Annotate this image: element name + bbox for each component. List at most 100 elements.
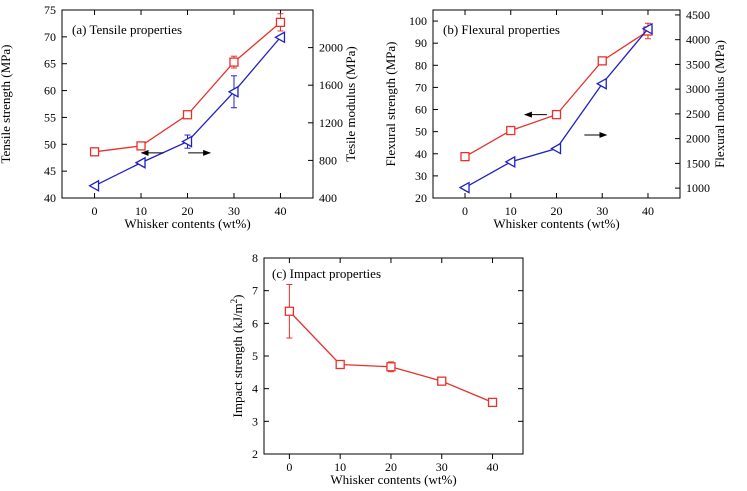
series-line	[288, 310, 493, 403]
y2-tick-label: 2000	[319, 41, 343, 55]
data-point-triangle	[88, 179, 100, 192]
y-tick-label: 45	[44, 164, 56, 178]
data-point-triangle	[458, 181, 470, 194]
plot-frame	[61, 9, 314, 199]
y-tick-label: 100	[409, 14, 427, 28]
x-axis-label: Whisker contents (wt%)	[493, 216, 619, 231]
y-tick-label: 70	[44, 30, 56, 44]
x-tick-label: 20	[385, 460, 397, 474]
y-tick-label: 60	[415, 103, 427, 117]
y-tick-label: 8	[252, 251, 258, 265]
y-tick-label: 40	[415, 147, 427, 161]
series-red	[284, 283, 498, 408]
y-tick-label: 60	[44, 84, 56, 98]
y2-tick-label: 1500	[686, 156, 710, 170]
y-axis-label-sup: 2	[229, 299, 239, 304]
data-point-triangle	[134, 156, 146, 169]
chart-panel-b: 0 10 20 30 40 20 30 40 50 60 70 80 90 100 1000 1500 2000…	[383, 8, 727, 231]
plot-frame	[263, 257, 524, 455]
data-point-triangle	[550, 142, 562, 155]
series-blue	[88, 31, 286, 192]
x-tick-label: 40	[487, 460, 499, 474]
data-point-square	[335, 359, 345, 370]
y-axis-label-end: )	[230, 295, 245, 299]
y-tick-label: 50	[415, 125, 427, 139]
y-axis-label-main: Impact strength (kJ/m	[230, 303, 245, 417]
x-tick-label: 30	[596, 204, 608, 218]
data-point-square	[551, 109, 562, 120]
y-tick-label: 2	[252, 447, 258, 461]
y-tick-label: 20	[415, 191, 427, 205]
y2-axis-label: Tesile modulus (MPa)	[343, 46, 358, 161]
x-tick-label: 40	[642, 204, 654, 218]
data-point-square	[597, 56, 607, 66]
y2-tick-label: 4500	[686, 8, 710, 22]
y-tick-label: 3	[252, 414, 258, 428]
data-point-square	[460, 151, 470, 162]
y2-tick-label: 400	[319, 191, 337, 205]
y2-axis-label: Flexural modulus (MPa)	[712, 40, 727, 168]
y-axis-label: Tensile strength (MPa)	[0, 45, 13, 164]
x-tick-label: 40	[274, 204, 286, 218]
series-red	[89, 13, 286, 157]
x-tick-label: 10	[135, 204, 147, 218]
data-point-triangle	[595, 77, 607, 90]
chart-panel-a: 0 10 20 30 40 40 45 50 55 60 65 70 75 400 800 1200 1600 2…	[0, 3, 358, 231]
x-tick-label: 0	[286, 460, 292, 474]
y-axis-label: Flexural strength (MPa)	[383, 42, 398, 167]
y-tick-label: 80	[415, 58, 427, 72]
series-line	[464, 30, 649, 158]
y2-tick-label: 2000	[686, 132, 710, 146]
y2-tick-label: 3000	[686, 82, 710, 96]
x-tick-label: 30	[436, 460, 448, 474]
y2-tick-label: 2500	[686, 107, 710, 121]
chart-title: (b) Flexural properties	[443, 22, 560, 37]
y2-tick-label: 3500	[686, 57, 710, 71]
series-line	[464, 28, 649, 189]
y-tick-label: 90	[415, 36, 427, 50]
x-tick-label: 30	[228, 204, 240, 218]
data-point-square	[487, 397, 498, 408]
y-tick-label: 70	[415, 80, 427, 94]
y-axis-label: Impact strength (kJ/m2)	[229, 295, 245, 418]
series-blue	[458, 22, 653, 194]
y2-tick-label: 4000	[686, 33, 710, 47]
data-point-square	[229, 57, 239, 67]
y2-tick-label: 1000	[686, 181, 710, 195]
y-tick-label: 7	[252, 284, 258, 298]
data-point-square	[386, 362, 396, 372]
y-tick-label: 55	[44, 110, 56, 124]
y2-tick-label: 1600	[319, 78, 343, 92]
data-point-square	[437, 376, 447, 386]
chart-title: (c) Impact properties	[272, 266, 381, 281]
data-point-square	[275, 17, 286, 28]
plot-frame	[432, 9, 681, 199]
chart-panel-c: 0 10 20 30 40 2 3 4 5 6 7 8 (c) Impact properties Whi…	[229, 251, 524, 487]
series-red	[460, 22, 653, 162]
x-tick-label: 10	[505, 204, 517, 218]
data-point-square	[284, 306, 295, 316]
series-line	[94, 21, 281, 153]
y-tick-label: 75	[44, 3, 56, 17]
y2-tick-label: 800	[319, 153, 337, 167]
chart-title: (a) Tensile properties	[72, 22, 182, 37]
x-tick-label: 0	[92, 204, 98, 218]
x-tick-label: 20	[551, 204, 563, 218]
x-axis-label: Whisker contents (wt%)	[124, 216, 250, 231]
x-tick-label: 0	[462, 204, 468, 218]
y-tick-label: 50	[44, 137, 56, 151]
y-tick-label: 5	[252, 349, 258, 363]
data-point-square	[136, 141, 146, 151]
x-axis-label: Whisker contents (wt%)	[330, 472, 456, 487]
x-tick-label: 10	[334, 460, 346, 474]
data-point-square	[182, 110, 193, 120]
y-tick-label: 6	[252, 316, 258, 330]
y-tick-label: 4	[252, 382, 258, 396]
y-tick-label: 65	[44, 57, 56, 71]
data-point-square	[506, 125, 516, 136]
y2-tick-label: 1200	[319, 116, 343, 130]
data-point-triangle	[227, 85, 239, 98]
data-point-triangle	[274, 31, 286, 44]
y-tick-label: 30	[415, 169, 427, 183]
